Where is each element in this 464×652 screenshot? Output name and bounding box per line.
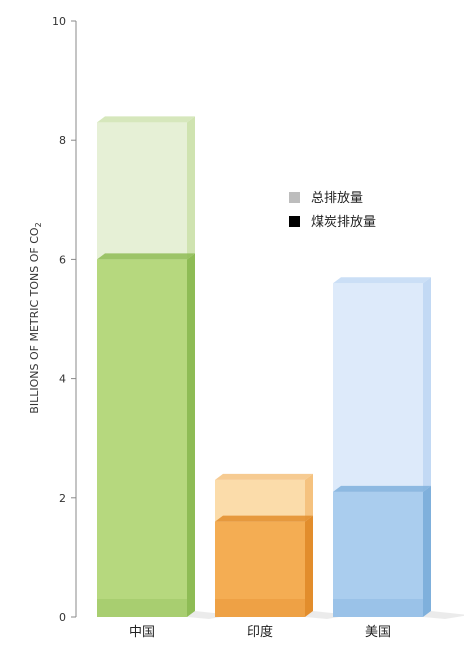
bar-coal-美国-side — [423, 485, 431, 617]
bar-shadows — [187, 611, 464, 619]
bars — [97, 116, 431, 617]
bar-total-中国-top — [97, 116, 195, 123]
y-tick-label-6: 6 — [59, 253, 66, 266]
bar-base-美国 — [333, 599, 423, 617]
legend-label-煤炭排放量: 煤炭排放量 — [311, 215, 376, 230]
bar-total-美国-side — [423, 277, 431, 492]
y-tick-label-10: 10 — [52, 15, 66, 28]
legend-swatch-煤炭排放量 — [289, 216, 300, 227]
bar-shadow-中国 — [187, 611, 233, 619]
y-tick-label-8: 8 — [59, 134, 66, 147]
bar-coal-印度-front — [215, 521, 305, 617]
y-axis-label-subscript: 2 — [34, 222, 43, 227]
bar-coal-印度-side — [305, 515, 313, 617]
legend-label-总排放量: 总排放量 — [311, 191, 363, 206]
bar-total-印度-front — [215, 479, 305, 522]
category-label-印度: 印度 — [247, 624, 273, 640]
bar-total-美国-top — [333, 277, 431, 284]
bar-total-印度-top — [215, 473, 313, 480]
bar-coal-中国-front — [97, 259, 187, 617]
bar-group-中国 — [97, 116, 195, 617]
bar-base-印度 — [215, 599, 305, 617]
y-tick-label-2: 2 — [59, 492, 66, 505]
bar-base-中国 — [97, 599, 187, 617]
bar-coal-中国-top — [97, 253, 195, 260]
bar-coal-中国-side — [187, 253, 195, 617]
bar-group-美国 — [333, 277, 431, 617]
y-tick-label-4: 4 — [59, 373, 66, 386]
legend-swatch-总排放量 — [289, 192, 300, 203]
category-label-美国: 美国 — [365, 625, 391, 640]
y-axis-label: BILLIONS OF METRIC TONS OF CO2 — [28, 222, 43, 413]
category-labels: 中国 印度 美国 — [129, 624, 391, 640]
y-axis-label-main: BILLIONS OF METRIC TONS OF CO — [28, 227, 41, 414]
bar-coal-美国-top — [333, 485, 431, 492]
bar-coal-印度-top — [215, 515, 313, 522]
bar-group-印度 — [215, 473, 313, 617]
bar-total-中国-front — [97, 122, 187, 260]
bar-total-印度-side — [305, 473, 313, 522]
bar-shadow-美国 — [423, 611, 464, 619]
category-label-中国: 中国 — [129, 625, 155, 640]
y-axis: 0 2 4 6 8 10 — [52, 15, 77, 624]
bar-total-中国-side — [187, 116, 195, 260]
y-tick-label-0: 0 — [59, 611, 66, 624]
bar-total-美国-front — [333, 283, 423, 492]
bar-coal-美国-front — [333, 491, 423, 617]
bar-shadow-印度 — [305, 611, 351, 619]
